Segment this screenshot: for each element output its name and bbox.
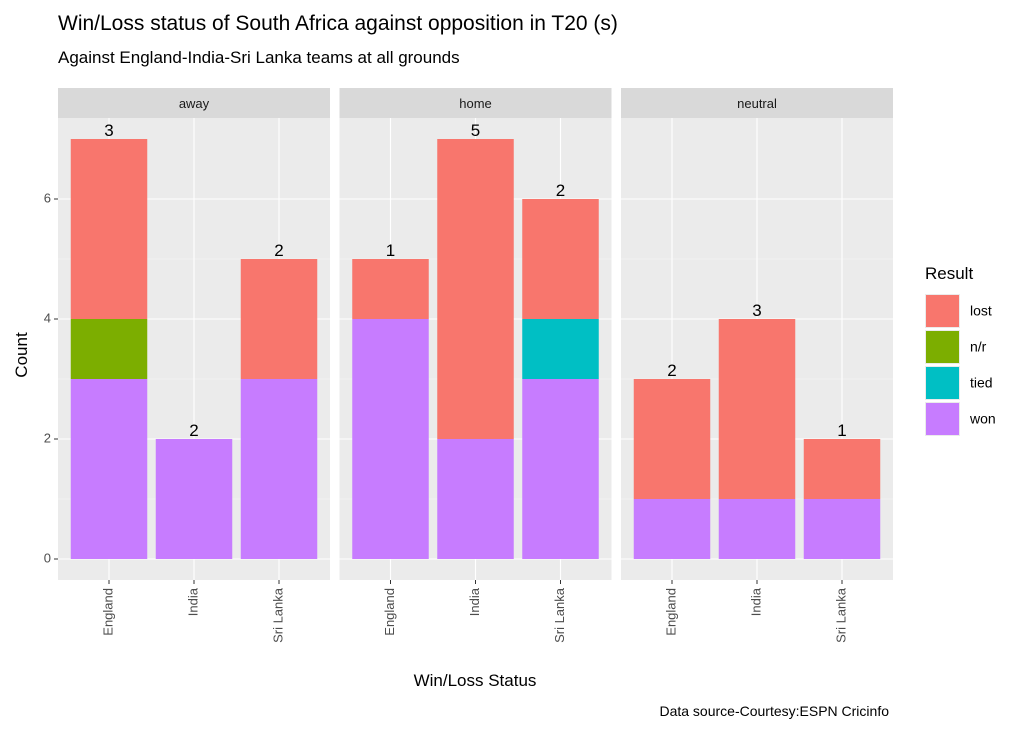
data-label: 2 bbox=[556, 181, 565, 200]
bar-segment bbox=[240, 259, 318, 379]
legend-swatch bbox=[926, 331, 959, 363]
bar-segment bbox=[70, 319, 148, 379]
x-tick-label: Sri Lanka bbox=[833, 587, 848, 643]
x-axis-label: Win/Loss Status bbox=[414, 671, 537, 690]
strip-label: neutral bbox=[737, 96, 777, 111]
bar-segment bbox=[240, 379, 318, 559]
y-tick-label: 2 bbox=[44, 430, 51, 445]
legend-label: lost bbox=[970, 303, 992, 319]
x-tick-label: Sri Lanka bbox=[270, 587, 285, 643]
chart-title: Win/Loss status of South Africa against … bbox=[58, 12, 618, 35]
legend-label: n/r bbox=[970, 339, 987, 355]
y-tick-label: 4 bbox=[44, 310, 51, 325]
strip-label: away bbox=[179, 96, 210, 111]
data-label: 3 bbox=[104, 121, 113, 140]
legend-swatch bbox=[926, 403, 959, 435]
caption: Data source-Courtesy:ESPN Cricinfo bbox=[659, 703, 889, 719]
legend-swatch bbox=[926, 295, 959, 327]
bar-segment bbox=[522, 379, 599, 559]
bar-segment bbox=[155, 439, 233, 559]
chart-subtitle: Against England-India-Sri Lanka teams at… bbox=[58, 48, 460, 67]
bar-segment bbox=[437, 139, 514, 439]
bar-segment bbox=[803, 439, 881, 499]
x-tick-label: England bbox=[382, 588, 397, 636]
x-tick-label: England bbox=[100, 588, 115, 636]
strip-label: home bbox=[459, 96, 492, 111]
legend-label: won bbox=[969, 411, 996, 427]
x-tick-label: India bbox=[467, 587, 482, 616]
bar-segment bbox=[718, 499, 796, 559]
data-label: 3 bbox=[752, 301, 761, 320]
data-label: 1 bbox=[837, 421, 846, 440]
y-tick-label: 0 bbox=[44, 550, 51, 565]
bar-segment bbox=[352, 259, 429, 319]
strip-background bbox=[339, 88, 612, 118]
y-axis-label: Count bbox=[12, 332, 31, 378]
bar-segment bbox=[633, 379, 711, 499]
legend-swatch bbox=[926, 367, 959, 399]
data-label: 2 bbox=[667, 361, 676, 380]
strip-background bbox=[621, 88, 893, 118]
bar-segment bbox=[70, 139, 148, 319]
x-tick-label: India bbox=[185, 587, 200, 616]
strip-background bbox=[58, 88, 330, 118]
data-label: 5 bbox=[471, 121, 480, 140]
data-label: 2 bbox=[189, 421, 198, 440]
x-tick-label: Sri Lanka bbox=[552, 587, 567, 643]
bar-segment bbox=[70, 379, 148, 559]
bar-segment bbox=[522, 319, 599, 379]
data-label: 2 bbox=[274, 241, 283, 260]
bar-segment bbox=[803, 499, 881, 559]
bar-segment bbox=[352, 319, 429, 559]
legend-title: Result bbox=[925, 264, 973, 283]
bar-segment bbox=[718, 319, 796, 499]
data-label: 1 bbox=[386, 241, 395, 260]
bar-segment bbox=[437, 439, 514, 559]
legend-label: tied bbox=[970, 375, 993, 391]
bar-segment bbox=[522, 199, 599, 319]
x-tick-label: India bbox=[748, 587, 763, 616]
bar-segment bbox=[633, 499, 711, 559]
y-tick-label: 6 bbox=[44, 190, 51, 205]
x-tick-label: England bbox=[663, 588, 678, 636]
